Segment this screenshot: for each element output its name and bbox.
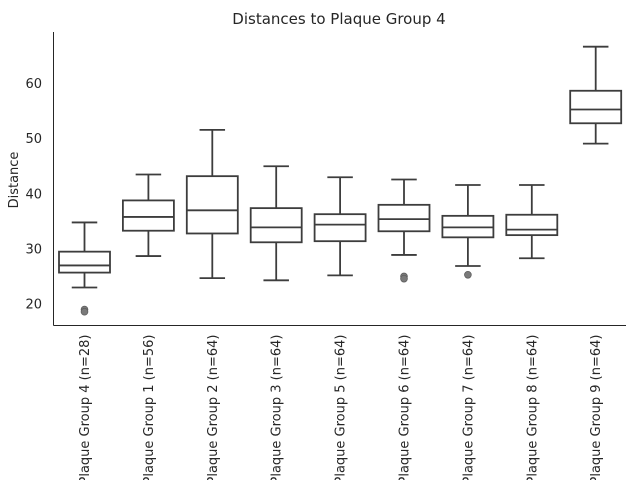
boxes-layer bbox=[58, 45, 623, 316]
x-tick-label: Plaque Group 2 (n=64) bbox=[206, 335, 221, 480]
box-group bbox=[313, 176, 367, 277]
box-iqr bbox=[122, 199, 175, 232]
x-tick-label: Plaque Group 9 (n=64) bbox=[589, 335, 604, 480]
x-ticks: Plaque Group 4 (n=28) Plaque Group 1 (n=5… bbox=[78, 335, 604, 480]
y-tick-label: 50 bbox=[25, 132, 42, 147]
box-iqr bbox=[249, 207, 303, 244]
box-group bbox=[377, 178, 431, 283]
y-axis-label: Distance bbox=[7, 152, 22, 209]
box-iqr bbox=[505, 213, 559, 237]
x-tick-label: Plaque Group 6 (n=64) bbox=[398, 335, 413, 480]
y-tick-label: 30 bbox=[25, 242, 42, 257]
box-iqr bbox=[58, 250, 111, 274]
box-group bbox=[122, 173, 175, 257]
outlier-point bbox=[400, 274, 408, 283]
x-tick-label: Plaque Group 7 (n=64) bbox=[461, 335, 476, 480]
x-tick-label: Plaque Group 8 (n=64) bbox=[525, 335, 540, 480]
x-tick-label: Plaque Group 3 (n=64) bbox=[270, 335, 285, 480]
chart-title: Distances to Plaque Group 4 bbox=[232, 10, 445, 28]
box-group bbox=[249, 165, 303, 282]
box-group bbox=[569, 45, 623, 145]
box-iqr bbox=[313, 213, 367, 243]
outlier-point bbox=[80, 307, 89, 316]
y-ticks: 20 30 40 50 60 bbox=[25, 77, 42, 312]
y-tick-label: 40 bbox=[25, 187, 42, 202]
box-group bbox=[441, 184, 495, 279]
box-iqr bbox=[569, 89, 623, 125]
x-tick-label: Plaque Group 5 (n=64) bbox=[334, 335, 349, 480]
box-iqr bbox=[377, 203, 431, 233]
x-tick-label: Plaque Group 4 (n=28) bbox=[78, 335, 93, 480]
box-iqr bbox=[185, 175, 239, 235]
x-tick-label: Plaque Group 1 (n=56) bbox=[142, 335, 157, 480]
box-group bbox=[505, 184, 559, 260]
y-tick-label: 60 bbox=[25, 77, 42, 92]
outlier-point bbox=[464, 270, 472, 279]
box-group bbox=[185, 128, 239, 280]
y-tick-label: 20 bbox=[25, 298, 42, 313]
box-group bbox=[58, 221, 111, 316]
